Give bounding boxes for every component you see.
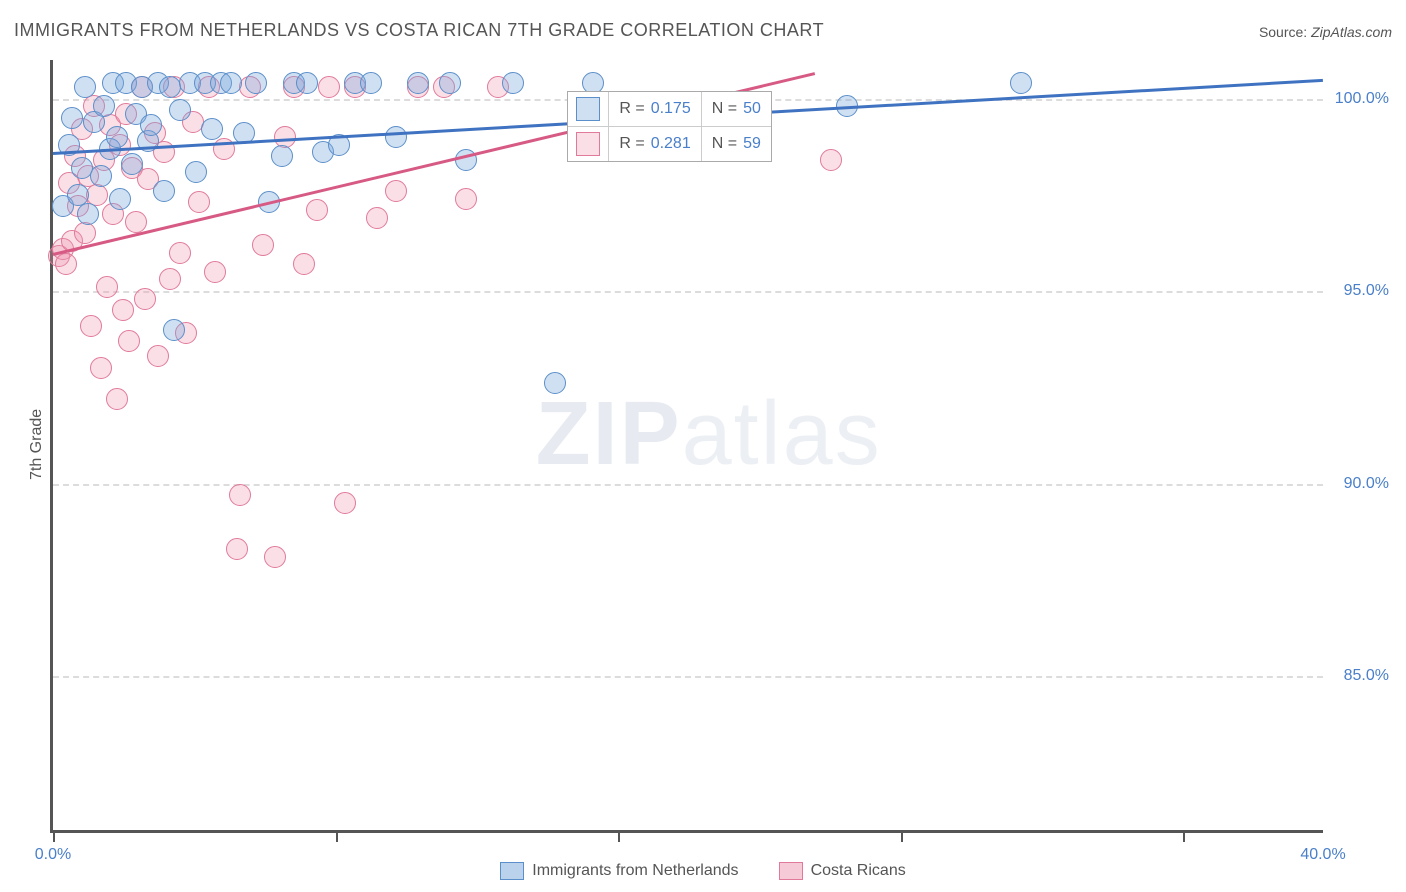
legend-swatch xyxy=(500,862,524,880)
legend-item: Immigrants from Netherlands xyxy=(500,862,738,880)
data-point xyxy=(544,372,566,394)
data-point xyxy=(274,126,296,148)
data-point xyxy=(121,153,143,175)
data-point xyxy=(820,149,842,171)
data-point xyxy=(407,72,429,94)
data-point xyxy=(318,76,340,98)
legend-label: Costa Ricans xyxy=(811,862,906,880)
chart-container: IMMIGRANTS FROM NETHERLANDS VS COSTA RIC… xyxy=(0,0,1406,892)
gridline xyxy=(53,291,1323,293)
data-point xyxy=(96,276,118,298)
data-point xyxy=(55,253,77,275)
watermark: ZIPatlas xyxy=(536,383,882,486)
stats-row: R =0.281N =59 xyxy=(568,127,771,161)
data-point xyxy=(147,345,169,367)
data-point xyxy=(296,72,318,94)
data-point xyxy=(229,484,251,506)
x-tick xyxy=(336,830,338,842)
data-point xyxy=(245,72,267,94)
data-point xyxy=(188,191,210,213)
data-point xyxy=(226,538,248,560)
stats-box: R =0.175N =50R =0.281N =59 xyxy=(567,91,772,162)
data-point xyxy=(74,76,96,98)
data-point xyxy=(264,546,286,568)
data-point xyxy=(502,72,524,94)
data-point xyxy=(439,72,461,94)
data-point xyxy=(109,188,131,210)
data-point xyxy=(220,72,242,94)
data-point xyxy=(385,126,407,148)
data-point xyxy=(1010,72,1032,94)
data-point xyxy=(112,299,134,321)
watermark-rest: atlas xyxy=(682,384,882,484)
y-axis-label: 7th Grade xyxy=(28,409,46,480)
data-point xyxy=(153,180,175,202)
x-tick xyxy=(1183,830,1185,842)
data-point xyxy=(93,95,115,117)
source-value: ZipAtlas.com xyxy=(1311,24,1392,40)
data-point xyxy=(204,261,226,283)
data-point xyxy=(77,203,99,225)
source-label: Source: xyxy=(1259,24,1307,40)
data-point xyxy=(106,126,128,148)
data-point xyxy=(169,242,191,264)
y-tick-label: 90.0% xyxy=(1344,475,1389,493)
data-point xyxy=(385,180,407,202)
data-point xyxy=(185,161,207,183)
data-point xyxy=(90,357,112,379)
series-swatch xyxy=(576,132,600,156)
data-point xyxy=(169,99,191,121)
x-tick xyxy=(53,830,55,842)
data-point xyxy=(80,315,102,337)
data-point xyxy=(455,188,477,210)
data-point xyxy=(360,72,382,94)
data-point xyxy=(271,145,293,167)
plot-area: ZIPatlas 85.0%90.0%95.0%100.0%0.0%40.0%R… xyxy=(50,60,1323,833)
data-point xyxy=(293,253,315,275)
data-point xyxy=(125,211,147,233)
stat-n: N =50 xyxy=(701,92,771,126)
data-point xyxy=(366,207,388,229)
y-tick-label: 100.0% xyxy=(1335,90,1389,108)
x-tick xyxy=(901,830,903,842)
watermark-bold: ZIP xyxy=(536,384,682,484)
data-point xyxy=(134,288,156,310)
data-point xyxy=(106,388,128,410)
gridline xyxy=(53,676,1323,678)
stat-r: R =0.281 xyxy=(608,127,700,161)
data-point xyxy=(163,319,185,341)
legend: Immigrants from Netherlands Costa Ricans xyxy=(0,862,1406,880)
data-point xyxy=(90,165,112,187)
data-point xyxy=(201,118,223,140)
data-point xyxy=(334,492,356,514)
data-point xyxy=(118,330,140,352)
stat-r: R =0.175 xyxy=(608,92,700,126)
data-point xyxy=(61,107,83,129)
y-tick-label: 95.0% xyxy=(1344,282,1389,300)
data-point xyxy=(159,268,181,290)
data-point xyxy=(306,199,328,221)
legend-label: Immigrants from Netherlands xyxy=(532,862,738,880)
data-point xyxy=(252,234,274,256)
stats-row: R =0.175N =50 xyxy=(568,92,771,127)
x-tick xyxy=(618,830,620,842)
source-attribution: Source: ZipAtlas.com xyxy=(1259,24,1392,40)
data-point xyxy=(74,222,96,244)
series-swatch xyxy=(576,97,600,121)
legend-swatch xyxy=(779,862,803,880)
y-tick-label: 85.0% xyxy=(1344,667,1389,685)
stat-n: N =59 xyxy=(701,127,771,161)
data-point xyxy=(140,114,162,136)
legend-item: Costa Ricans xyxy=(779,862,906,880)
chart-title: IMMIGRANTS FROM NETHERLANDS VS COSTA RIC… xyxy=(14,20,824,41)
